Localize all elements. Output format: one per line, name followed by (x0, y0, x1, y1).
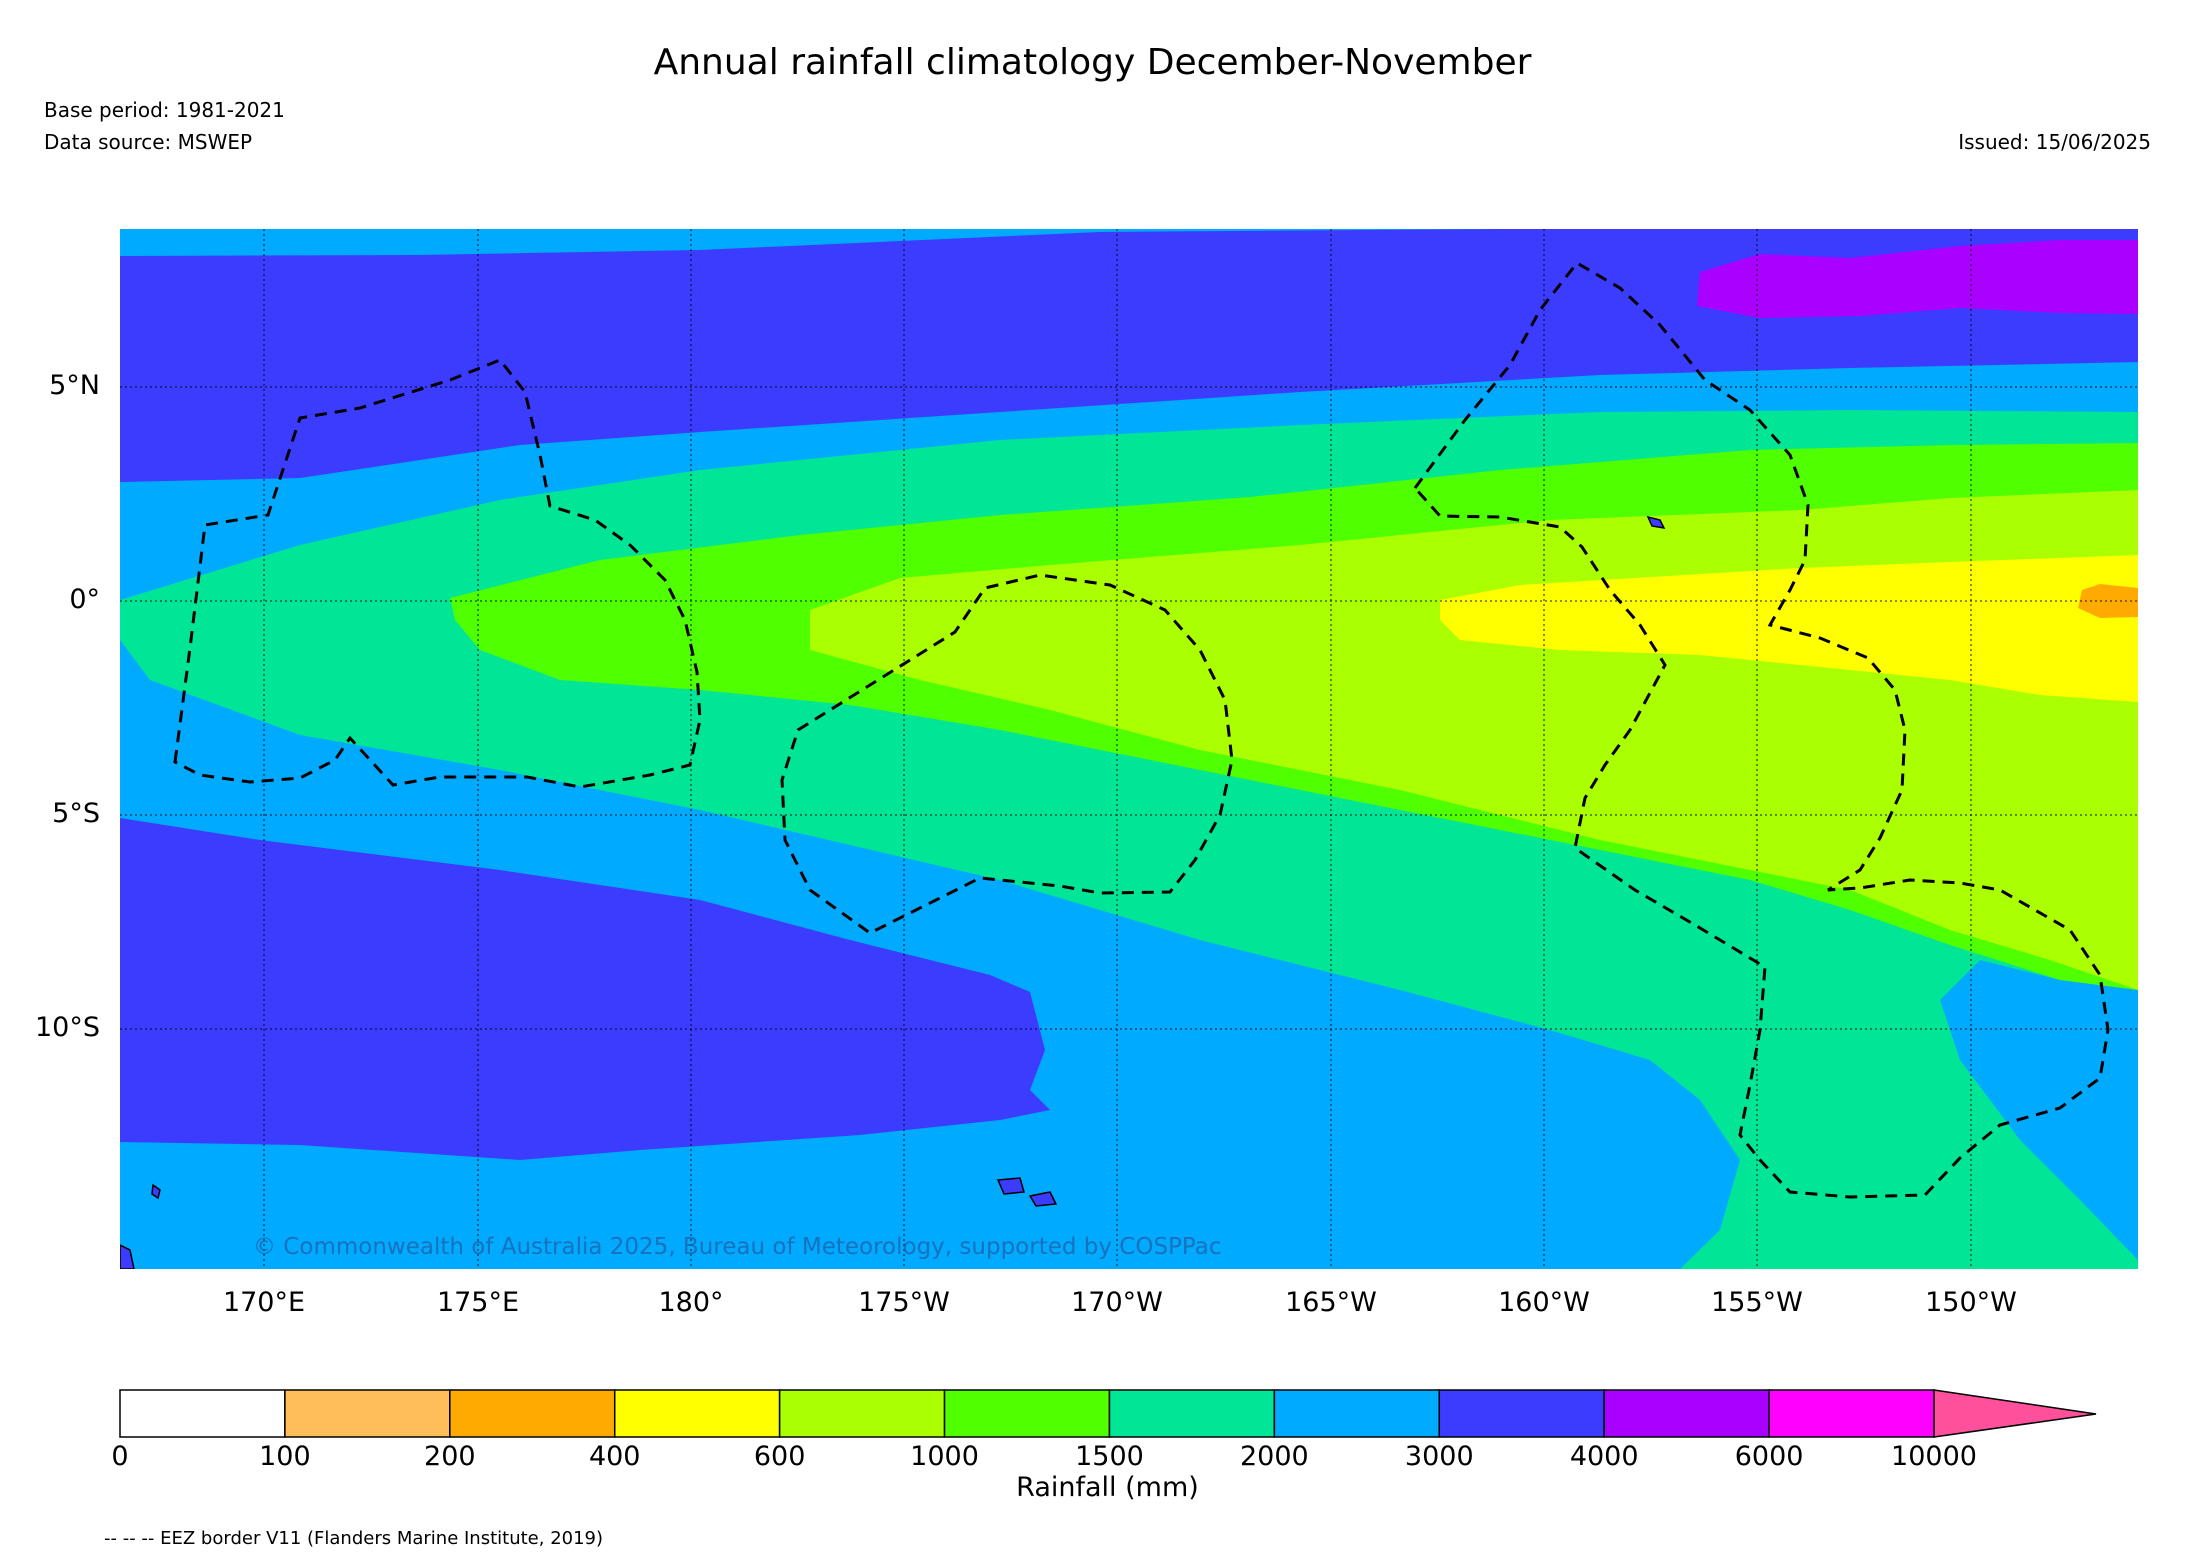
lat-tick-label: 5°N (49, 370, 100, 401)
eez-legend-note: -- -- -- EEZ border V11 (Flanders Marine… (104, 1528, 604, 1549)
colorbar-segment (119, 1389, 286, 1438)
lon-tick-label: 175°W (858, 1287, 950, 1318)
colorbar-segment (778, 1389, 946, 1438)
colorbar-extend-arrow (1933, 1389, 2097, 1438)
lon-tick-label: 165°W (1285, 1287, 1377, 1318)
colorbar-segment (613, 1389, 781, 1438)
colorbar-segment (1108, 1389, 1276, 1438)
colorbar-tick-label: 0 (111, 1441, 129, 1472)
lat-tick-label: 5°S (52, 798, 100, 829)
colorbar-segment (449, 1389, 616, 1438)
lon-tick-label: 170°W (1071, 1287, 1163, 1318)
colorbar-label: Rainfall (mm) (1016, 1472, 1199, 1503)
colorbar-segment (284, 1389, 451, 1438)
colorbar-segment (1273, 1389, 1441, 1438)
lon-tick-label: 170°E (222, 1287, 306, 1318)
island-outlines (120, 515, 1666, 1269)
colorbar-tick-label: 4000 (1569, 1441, 1639, 1472)
map-title: Annual rainfall climatology December-Nov… (653, 42, 1532, 83)
colorbar-segment (1603, 1389, 1770, 1438)
lon-tick-label: 180° (658, 1287, 724, 1318)
issued-date-text: Issued: 15/06/2025 (1958, 130, 2151, 154)
colorbar-tick-label: 10000 (1891, 1441, 1977, 1472)
lat-tick-label: 10°S (35, 1012, 100, 1043)
lat-tick-label: 0° (69, 584, 100, 615)
lon-tick-label: 160°W (1498, 1287, 1590, 1318)
colorbar-segment (1438, 1389, 1605, 1438)
colorbar-tick-label: 400 (588, 1441, 641, 1472)
band-4000-6000 (1697, 240, 2138, 318)
colorbar-tick-label: 2000 (1240, 1441, 1309, 1472)
band-3000-4000-south (120, 818, 1050, 1160)
rainfall-contours (120, 229, 2138, 1269)
band-200-400 (2078, 584, 2138, 618)
colorbar-tick-label: 100 (259, 1441, 311, 1472)
colorbar-tick-label: 6000 (1734, 1441, 1804, 1472)
data-source-text: Data source: MSWEP (44, 130, 253, 154)
lon-tick-label: 175°E (436, 1287, 520, 1318)
lon-tick-label: 150°W (1925, 1287, 2017, 1318)
colorbar-tick-label: 1000 (910, 1441, 979, 1472)
lon-tick-label: 155°W (1711, 1287, 1803, 1318)
colorbar-tick-label: 1500 (1075, 1441, 1144, 1472)
colorbar-tick-label: 200 (424, 1441, 476, 1472)
base-period-text: Base period: 1981-2021 (44, 98, 285, 122)
colorbar-segment (1768, 1389, 1935, 1438)
graticule (120, 229, 2138, 1269)
colorbar-tick-label: 3000 (1404, 1441, 1474, 1472)
copyright-text: © Commonwealth of Australia 2025, Bureau… (253, 1234, 1222, 1260)
colorbar-tick-label: 600 (753, 1441, 806, 1472)
band-3000-4000-north (120, 229, 2138, 482)
colorbar-segment (943, 1389, 1111, 1438)
eez-borders (173, 261, 2110, 1199)
